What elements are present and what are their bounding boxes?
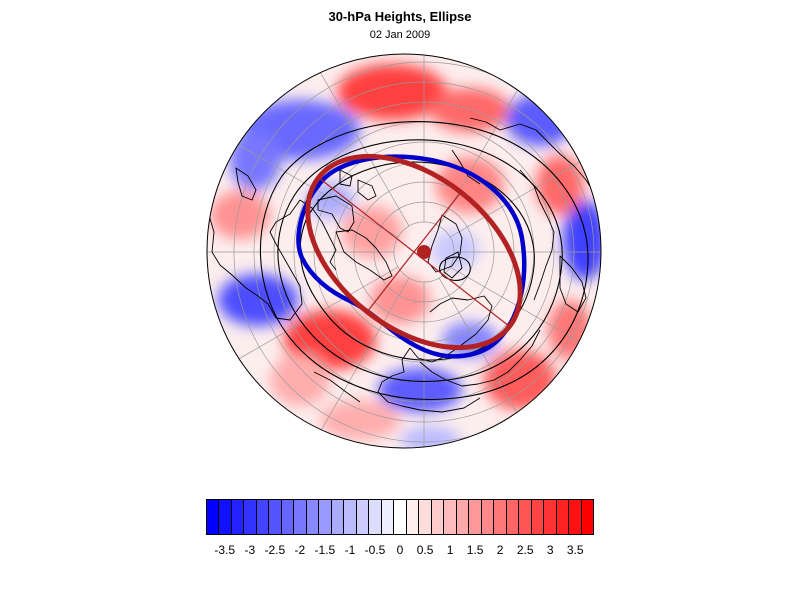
map-title: 30-hPa Heights, Ellipse [328, 9, 472, 24]
colorbar-cell [394, 500, 407, 534]
colorbar-cell [531, 500, 545, 534]
colorbar-cell [519, 500, 532, 534]
colorbar-cell [207, 500, 220, 534]
anomaly-region [229, 130, 281, 190]
colorbar-tick-label: 1.5 [466, 543, 484, 557]
colorbar-cell [481, 500, 495, 534]
colorbar-cell [581, 500, 594, 534]
map-date: 02 Jan 2009 [369, 29, 431, 41]
colorbar-cell [456, 500, 470, 534]
meridian-line [449, 266, 601, 383]
anomaly-region [378, 368, 462, 412]
colorbar-cell [344, 500, 357, 534]
colorbar-cell [494, 500, 507, 534]
colorbar-cell [356, 500, 370, 534]
colorbar-labels: -3.5 -3 -2.5 -2 -1.5 -1 -0.5 0 0.5 1 1.5 2 2.5 3 3.5 [206, 543, 594, 559]
observed-vortex-edge [296, 154, 527, 359]
anomaly-region [370, 276, 430, 324]
colorbar-tick-label: 2 [496, 543, 504, 557]
colorbar-cell [381, 500, 395, 534]
colorbar-cell [506, 500, 520, 534]
anomaly-region [320, 400, 400, 440]
anomaly-region [270, 354, 330, 406]
ellipse-center-marker [417, 245, 431, 259]
colorbar-tick-label: -1 [344, 543, 356, 557]
anomaly-region [342, 206, 402, 258]
colorbar-cell [469, 500, 482, 534]
anomaly-region [506, 94, 574, 146]
colorbar-cell [219, 500, 232, 534]
colorbar-cell [406, 500, 420, 534]
height-contour [259, 121, 589, 400]
anomaly-region [218, 274, 298, 326]
colorbar-tick-label: -2.5 [264, 543, 286, 557]
colorbar-cell [569, 500, 582, 534]
colorbar-tick-label: -1.5 [314, 543, 336, 557]
colorbar-cell [269, 500, 282, 534]
colorbar-cell [544, 500, 557, 534]
height-contour [277, 139, 563, 382]
anomaly-region [430, 88, 510, 132]
colorbar-cell [294, 500, 307, 534]
colorbar-cell [431, 500, 445, 534]
colorbar-cell [444, 500, 457, 534]
colorbar-tick-label: 2.5 [516, 543, 534, 557]
colorbar-tick-label: -0.5 [364, 543, 386, 557]
anomaly-region [431, 230, 479, 270]
ellipse-minor-axis [366, 191, 462, 313]
colorbar-tick-label: 0.5 [416, 543, 434, 557]
colorbar-tick-label: 0 [396, 543, 404, 557]
colorbar-cell [319, 500, 332, 534]
colorbar-tick-label: -3.5 [214, 543, 236, 557]
anomaly-region [492, 426, 548, 448]
meridian-line [449, 121, 601, 238]
colorbar-cell [306, 500, 320, 534]
colorbar-cell [419, 500, 432, 534]
colorbar-tick-label: -2 [294, 543, 306, 557]
colorbar-cell [556, 500, 570, 534]
colorbar-tick-label: 3.5 [566, 543, 584, 557]
colorbar-cell [281, 500, 295, 534]
colorbar-tick-label: -3 [244, 543, 256, 557]
colorbar-cell [369, 500, 382, 534]
anomaly-region [210, 191, 270, 239]
anomaly-region [436, 157, 504, 213]
colorbar-cell [256, 500, 270, 534]
map-boundary [206, 53, 602, 449]
colorbar-cell [244, 500, 257, 534]
colorbar-tick-label: 1 [446, 543, 454, 557]
colorbar-cell [231, 500, 245, 534]
colorbar-cell [331, 500, 345, 534]
anomaly-region [548, 300, 592, 360]
colorbar-tick-label: 3 [546, 543, 554, 557]
colorbar [206, 499, 594, 535]
anomaly-region [337, 64, 447, 120]
